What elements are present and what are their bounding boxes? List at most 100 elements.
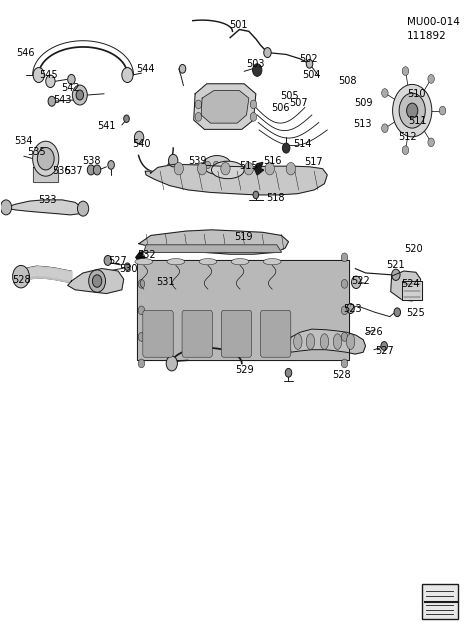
Circle shape <box>285 369 292 377</box>
Text: 539: 539 <box>188 155 207 166</box>
Text: MU00-014: MU00-014 <box>407 17 459 27</box>
Ellipse shape <box>231 258 249 265</box>
Text: 528: 528 <box>13 275 31 285</box>
Text: 509: 509 <box>355 98 373 107</box>
Circle shape <box>221 162 230 175</box>
Text: 502: 502 <box>299 54 318 64</box>
Circle shape <box>135 131 144 144</box>
Circle shape <box>283 143 290 153</box>
Text: 507: 507 <box>289 98 308 107</box>
Polygon shape <box>145 164 327 195</box>
Text: 529: 529 <box>235 365 254 375</box>
FancyBboxPatch shape <box>261 310 291 357</box>
Text: 543: 543 <box>53 95 71 105</box>
Polygon shape <box>138 230 289 254</box>
Circle shape <box>286 162 295 175</box>
Circle shape <box>73 85 87 105</box>
Polygon shape <box>68 268 124 293</box>
Text: 523: 523 <box>343 303 362 314</box>
Circle shape <box>37 147 54 170</box>
Circle shape <box>265 162 274 175</box>
Circle shape <box>244 162 254 175</box>
Circle shape <box>48 97 55 106</box>
Text: 530: 530 <box>119 263 137 273</box>
FancyBboxPatch shape <box>182 310 212 357</box>
Text: 520: 520 <box>404 243 422 253</box>
Circle shape <box>392 269 400 280</box>
Circle shape <box>138 280 145 288</box>
Circle shape <box>122 68 133 83</box>
Ellipse shape <box>320 334 328 349</box>
Ellipse shape <box>199 258 217 265</box>
Text: 524: 524 <box>401 278 419 288</box>
Ellipse shape <box>333 334 342 349</box>
Ellipse shape <box>346 334 355 349</box>
Text: 535: 535 <box>27 147 46 157</box>
Text: 511: 511 <box>409 116 427 126</box>
Text: 541: 541 <box>97 121 115 131</box>
Circle shape <box>382 88 388 97</box>
Ellipse shape <box>293 334 302 349</box>
Text: 505: 505 <box>281 92 299 102</box>
Polygon shape <box>6 200 83 215</box>
FancyBboxPatch shape <box>422 584 458 619</box>
Ellipse shape <box>211 161 244 179</box>
Text: 538: 538 <box>82 155 100 166</box>
Ellipse shape <box>167 258 185 265</box>
Polygon shape <box>137 260 349 361</box>
Text: 533: 533 <box>38 195 56 205</box>
Circle shape <box>341 280 348 288</box>
Circle shape <box>89 270 106 292</box>
Circle shape <box>250 112 257 121</box>
Circle shape <box>381 342 387 350</box>
Circle shape <box>250 100 257 108</box>
Text: 508: 508 <box>338 76 357 87</box>
Circle shape <box>46 75 55 88</box>
Circle shape <box>392 85 432 137</box>
Circle shape <box>306 60 313 68</box>
Polygon shape <box>201 91 249 123</box>
Circle shape <box>253 64 262 76</box>
Text: 534: 534 <box>15 136 33 146</box>
Circle shape <box>394 308 401 317</box>
Circle shape <box>104 255 111 265</box>
Polygon shape <box>33 167 58 182</box>
Circle shape <box>195 112 201 121</box>
Circle shape <box>382 124 388 132</box>
Ellipse shape <box>135 258 153 265</box>
Text: 526: 526 <box>365 327 383 337</box>
Circle shape <box>179 65 186 73</box>
Circle shape <box>125 263 130 270</box>
Circle shape <box>138 253 145 261</box>
Text: 536: 536 <box>52 166 71 176</box>
Circle shape <box>198 162 207 175</box>
Circle shape <box>253 191 259 199</box>
Text: 522: 522 <box>352 276 370 286</box>
Ellipse shape <box>203 155 231 174</box>
Text: 516: 516 <box>263 156 282 166</box>
Text: 517: 517 <box>304 157 322 167</box>
Circle shape <box>138 359 145 368</box>
Text: 546: 546 <box>17 48 35 58</box>
Ellipse shape <box>306 334 315 349</box>
Text: 519: 519 <box>234 233 253 243</box>
Circle shape <box>195 100 201 108</box>
Text: 525: 525 <box>407 308 425 319</box>
Circle shape <box>341 332 348 341</box>
Text: 540: 540 <box>132 139 151 149</box>
Circle shape <box>92 275 102 287</box>
FancyBboxPatch shape <box>221 310 252 357</box>
Circle shape <box>138 306 145 315</box>
Circle shape <box>0 200 12 215</box>
Text: 510: 510 <box>407 89 425 99</box>
Text: 111892: 111892 <box>407 31 447 41</box>
Text: 521: 521 <box>386 260 405 270</box>
Polygon shape <box>402 281 421 300</box>
Text: 542: 542 <box>61 83 80 93</box>
Text: 518: 518 <box>267 193 285 203</box>
Circle shape <box>341 306 348 315</box>
Circle shape <box>76 90 83 100</box>
Circle shape <box>439 106 446 115</box>
Polygon shape <box>391 271 420 301</box>
Circle shape <box>174 162 183 175</box>
